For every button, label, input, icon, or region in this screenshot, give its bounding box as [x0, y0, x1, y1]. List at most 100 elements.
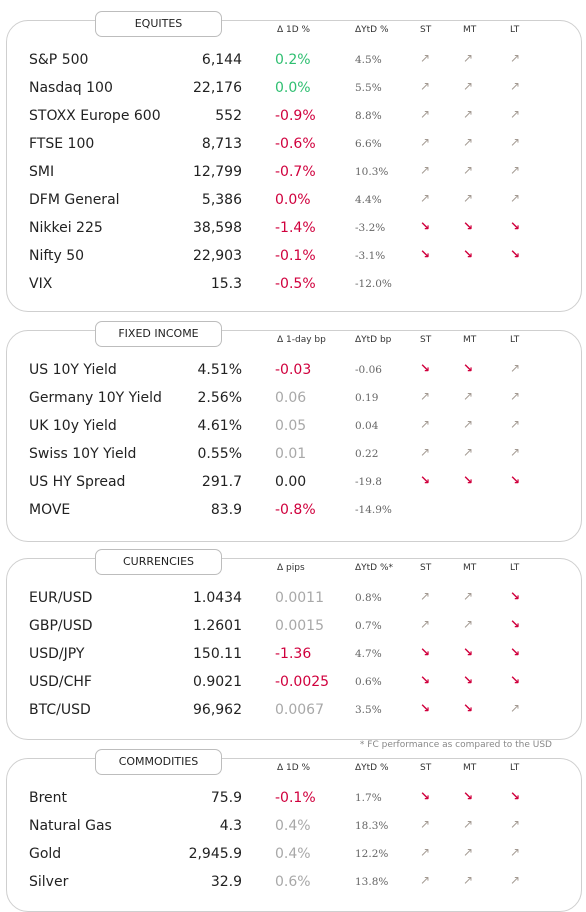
trend-up-arrow-icon: ↗ [510, 163, 521, 177]
daily-change: 0.4% [275, 846, 311, 862]
trend-up-arrow-icon: ↗ [420, 845, 431, 859]
instrument-name: STOXX Europe 600 [29, 108, 161, 124]
ytd-change: 4.4% [355, 194, 382, 206]
trend-down-arrow-icon: ↘ [510, 589, 521, 603]
trend-up-arrow-icon: ↗ [510, 873, 521, 887]
trend-down-arrow-icon: ↘ [463, 673, 474, 687]
instrument-value: 22,903 [193, 248, 242, 264]
header-lt: LT [510, 25, 520, 35]
instrument-value: 83.9 [210, 502, 242, 518]
instrument-value: 75.9 [210, 790, 242, 806]
trend-down-arrow-icon: ↘ [420, 645, 431, 659]
daily-change: -1.36 [275, 646, 312, 662]
ytd-change: -14.9% [355, 504, 392, 516]
trend-down-arrow-icon: ↘ [420, 473, 431, 487]
instrument-value: 0.9021 [193, 674, 242, 690]
daily-change: -0.1% [275, 248, 316, 264]
header-st: ST [420, 763, 432, 773]
instrument-value: 96,962 [193, 702, 242, 718]
table-row: MOVE 83.9 -0.8% -14.9% [7, 495, 581, 523]
header-ytd: ΔYtD % [355, 763, 389, 773]
instrument-name: UK 10y Yield [29, 418, 117, 434]
instrument-name: USD/CHF [29, 674, 92, 690]
ytd-change: -12.0% [355, 278, 392, 290]
daily-change: -0.8% [275, 502, 316, 518]
trend-up-arrow-icon: ↗ [463, 445, 474, 459]
header-ytd: ΔYtD % [355, 25, 389, 35]
footnote: * FC performance as compared to the USD [359, 740, 552, 750]
header-change: Δ pips [277, 563, 305, 573]
ytd-change: 5.5% [355, 82, 382, 94]
trend-down-arrow-icon: ↘ [510, 645, 521, 659]
trend-up-arrow-icon: ↗ [463, 617, 474, 631]
trend-down-arrow-icon: ↘ [510, 247, 521, 261]
instrument-name: Brent [29, 790, 68, 806]
trend-down-arrow-icon: ↘ [510, 219, 521, 233]
header-ytd: ΔYtD %* [355, 563, 394, 573]
table-row: EUR/USD 1.0434 0.0011 0.8% ↗ ↗ ↘ [7, 583, 581, 611]
ytd-change: 4.7% [355, 648, 382, 660]
daily-change: -0.6% [275, 136, 316, 152]
trend-up-arrow-icon: ↗ [463, 51, 474, 65]
trend-up-arrow-icon: ↗ [420, 107, 431, 121]
trend-up-arrow-icon: ↗ [420, 163, 431, 177]
section-title: FIXED INCOME [95, 321, 222, 347]
instrument-name: USD/JPY [29, 646, 85, 662]
instrument-name: Nifty 50 [29, 248, 85, 264]
header-ytd: ΔYtD bp [355, 335, 392, 345]
trend-down-arrow-icon: ↘ [463, 789, 474, 803]
table-row: Nasdaq 100 22,176 0.0% 5.5% ↗ ↗ ↗ [7, 73, 581, 101]
trend-down-arrow-icon: ↘ [420, 701, 431, 715]
trend-up-arrow-icon: ↗ [463, 873, 474, 887]
table-row: UK 10y Yield 4.61% 0.05 0.04 ↗ ↗ ↗ [7, 411, 581, 439]
ytd-change: -3.2% [355, 222, 386, 234]
daily-change: -0.9% [275, 108, 316, 124]
trend-down-arrow-icon: ↘ [463, 701, 474, 715]
trend-up-arrow-icon: ↗ [420, 445, 431, 459]
daily-change: 0.2% [275, 52, 311, 68]
table-row: VIX 15.3 -0.5% -12.0% [7, 269, 581, 297]
header-lt: LT [510, 763, 520, 773]
trend-down-arrow-icon: ↘ [463, 219, 474, 233]
instrument-name: GBP/USD [29, 618, 93, 634]
instrument-name: Natural Gas [29, 818, 112, 834]
trend-up-arrow-icon: ↗ [463, 389, 474, 403]
header-change: Δ 1-day bp [277, 335, 326, 345]
trend-up-arrow-icon: ↗ [510, 445, 521, 459]
instrument-name: FTSE 100 [29, 136, 95, 152]
trend-up-arrow-icon: ↗ [463, 163, 474, 177]
instrument-name: Nasdaq 100 [29, 80, 113, 96]
ytd-change: 8.8% [355, 110, 382, 122]
instrument-name: EUR/USD [29, 590, 93, 606]
trend-down-arrow-icon: ↘ [510, 617, 521, 631]
trend-up-arrow-icon: ↗ [463, 589, 474, 603]
trend-down-arrow-icon: ↘ [510, 789, 521, 803]
trend-down-arrow-icon: ↘ [463, 473, 474, 487]
trend-up-arrow-icon: ↗ [420, 191, 431, 205]
ytd-change: 13.8% [355, 876, 389, 888]
ytd-change: 6.6% [355, 138, 382, 150]
table-row: Gold 2,945.9 0.4% 12.2% ↗ ↗ ↗ [7, 839, 581, 867]
table-row: STOXX Europe 600 552 -0.9% 8.8% ↗ ↗ ↗ [7, 101, 581, 129]
daily-change: -0.1% [275, 790, 316, 806]
instrument-value: 291.7 [201, 474, 242, 490]
table-row: BTC/USD 96,962 0.0067 3.5% ↘ ↘ ↗ [7, 695, 581, 723]
equites-panel: EQUITES Δ 1D % ΔYtD % ST MT LT S&P 500 6,144 0.2… [6, 11, 582, 312]
instrument-value: 5,386 [201, 192, 242, 208]
trend-up-arrow-icon: ↗ [510, 417, 521, 431]
table-row: Brent 75.9 -0.1% 1.7% ↘ ↘ ↘ [7, 783, 581, 811]
table-row: Nikkei 225 38,598 -1.4% -3.2% ↘ ↘ ↘ [7, 213, 581, 241]
instrument-name: Swiss 10Y Yield [29, 446, 137, 462]
ytd-change: 0.22 [355, 448, 379, 460]
trend-up-arrow-icon: ↗ [420, 873, 431, 887]
daily-change: -0.5% [275, 276, 316, 292]
table-row: Germany 10Y Yield 2.56% 0.06 0.19 ↗ ↗ ↗ [7, 383, 581, 411]
ytd-change: 0.19 [355, 392, 379, 404]
trend-up-arrow-icon: ↗ [420, 135, 431, 149]
instrument-name: SMI [29, 164, 55, 180]
instrument-value: 6,144 [201, 52, 242, 68]
instrument-value: 4.3 [219, 818, 242, 834]
daily-change: -0.7% [275, 164, 316, 180]
ytd-change: 12.2% [355, 848, 389, 860]
trend-down-arrow-icon: ↘ [420, 219, 431, 233]
